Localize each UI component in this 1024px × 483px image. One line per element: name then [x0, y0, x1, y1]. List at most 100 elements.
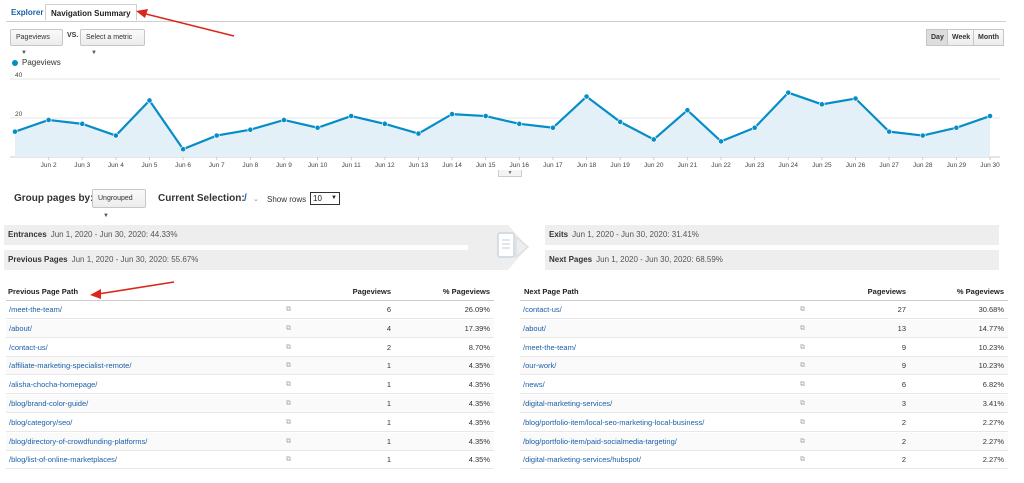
external-link-icon[interactable]: ⧉	[800, 343, 805, 351]
pageviews-value: 9	[901, 361, 906, 371]
collapse-chart-handle[interactable]: ▼	[498, 170, 522, 177]
current-selection-value[interactable]: /	[244, 193, 247, 204]
x-tick-label: Jun 16	[510, 162, 530, 169]
x-tick-label: Jun 30	[980, 162, 1000, 169]
external-link-icon[interactable]: ⧉	[286, 381, 291, 389]
data-point	[617, 119, 624, 125]
next-path-header[interactable]: Next Page Path	[524, 287, 579, 296]
pageviews-value: 1	[386, 417, 391, 427]
next-pct-header[interactable]: % Pageviews	[956, 287, 1004, 296]
x-tick-label: Jun 6	[175, 162, 191, 169]
external-link-icon[interactable]: ⧉	[800, 400, 805, 407]
legend-dot-pageviews	[12, 60, 18, 66]
page-path-link[interactable]: /affiliate-marketing-specialist-remote/	[9, 361, 132, 371]
pageviews-value: 9	[901, 342, 906, 352]
external-link-icon[interactable]: ⧉	[800, 381, 805, 389]
pageviews-value: 1	[386, 436, 391, 446]
external-link-icon[interactable]: ⧉	[286, 362, 291, 370]
data-point	[684, 107, 691, 114]
pageviews-value: 27	[897, 305, 906, 314]
y-tick-label: 40	[15, 72, 23, 79]
x-tick-label: Jun 11	[342, 162, 361, 169]
page-path-link[interactable]: /contact-us/	[9, 342, 48, 352]
page-path-link[interactable]: /alisha-chocha-homepage/	[9, 380, 98, 390]
x-tick-label: Jun 7	[209, 162, 225, 169]
pct-pageviews-value: 8.70%	[468, 342, 490, 352]
page-path-link[interactable]: /blog/brand-color-guide/	[9, 399, 89, 408]
external-link-icon[interactable]: ⧉	[800, 418, 805, 426]
page-path-link[interactable]: /blog/category/seo/	[9, 417, 73, 427]
page-path-link[interactable]: /meet-the-team/	[523, 342, 576, 352]
table-row: /blog/brand-color-guide/ ⧉ 1 4.35%	[6, 395, 494, 413]
page-path-link[interactable]: /blog/directory-of-crowdfunding-platform…	[9, 436, 148, 446]
selection-caret-icon[interactable]: ⌄	[253, 196, 259, 203]
granularity-week-button[interactable]: Week	[947, 29, 976, 46]
data-point	[45, 117, 52, 123]
x-tick-label: Jun 22	[711, 162, 731, 169]
pct-pageviews-value: 4.35%	[468, 436, 490, 446]
pageviews-value: 2	[386, 342, 391, 352]
caret-down-icon: ▼	[21, 50, 27, 56]
pageviews-chart: 40 20 Jun 2 Jun 3 Jun 4 Jun 5 Jun 6 Jun 7 Jun 8 J…	[10, 72, 1000, 169]
pct-pageviews-value: 2.27%	[982, 417, 1004, 427]
page-path-link[interactable]: /digital-marketing-services/hubspot/	[523, 455, 641, 465]
x-tick-label: Jun 4	[108, 162, 124, 169]
metric-dropdown[interactable]: Pageviews ▼	[10, 29, 63, 56]
granularity-day-button[interactable]: Day	[926, 29, 949, 46]
table-row: /blog/portfolio-item/local-seo-marketing…	[520, 414, 1008, 432]
prev-pageviews-header[interactable]: Pageviews	[352, 287, 391, 296]
page-path-link[interactable]: /about/	[523, 323, 546, 333]
show-rows-select[interactable]: 10 ▼	[310, 192, 340, 205]
external-link-icon[interactable]: ⧉	[800, 456, 805, 464]
x-tick-label: Jun 26	[846, 162, 866, 169]
external-link-icon[interactable]: ⧉	[800, 306, 805, 313]
pct-pageviews-value: 14.77%	[978, 323, 1004, 333]
compare-metric-dropdown[interactable]: Select a metric ▼	[80, 29, 145, 56]
next-pages-label: Next Pages	[549, 255, 593, 264]
data-point	[818, 101, 825, 108]
page-path-link[interactable]: /contact-us/	[523, 305, 562, 314]
pct-pageviews-value: 10.23%	[978, 361, 1004, 371]
external-link-icon[interactable]: ⧉	[800, 324, 805, 332]
exits-value: Jun 1, 2020 - Jun 30, 2020: 31.41%	[572, 230, 699, 239]
group-pages-value: Ungrouped	[98, 195, 133, 202]
prev-pct-header[interactable]: % Pageviews	[442, 287, 490, 296]
tab-explorer[interactable]: Explorer	[11, 8, 44, 17]
page-path-link[interactable]: /blog/portfolio-item/local-seo-marketing…	[523, 417, 705, 427]
table-row: /digital-marketing-services/ ⧉ 3 3.41%	[520, 395, 1008, 413]
page-path-link[interactable]: /blog/list-of-online-marketplaces/	[9, 455, 117, 465]
pct-pageviews-value: 4.35%	[468, 380, 490, 390]
group-pages-dropdown[interactable]: Ungrouped ▼	[92, 189, 146, 219]
area-fill	[15, 92, 990, 157]
external-link-icon[interactable]: ⧉	[286, 456, 291, 464]
pageviews-value: 6	[901, 380, 906, 390]
page-path-link[interactable]: /blog/portfolio-item/paid-socialmedia-ta…	[523, 436, 677, 446]
external-link-icon[interactable]: ⧉	[286, 306, 291, 313]
x-tick-label: Jun 25	[812, 162, 832, 169]
external-link-icon[interactable]: ⧉	[286, 400, 291, 407]
external-link-icon[interactable]: ⧉	[286, 324, 291, 332]
data-point	[381, 120, 388, 127]
external-link-icon[interactable]: ⧉	[286, 418, 291, 426]
page-path-link[interactable]: /our-work/	[523, 361, 557, 371]
tab-navigation-summary[interactable]: Navigation Summary	[45, 4, 137, 21]
x-tick-label: Jun 20	[644, 162, 664, 169]
data-point	[415, 130, 422, 137]
external-link-icon[interactable]: ⧉	[800, 362, 805, 370]
next-pageviews-header[interactable]: Pageviews	[867, 287, 906, 296]
current-page-connector	[468, 225, 530, 270]
prev-path-header[interactable]: Previous Page Path	[8, 287, 79, 296]
page-path-link[interactable]: /meet-the-team/	[9, 305, 62, 314]
page-path-link[interactable]: /news/	[523, 380, 545, 390]
x-tick-label: Jun 13	[409, 162, 429, 169]
external-link-icon[interactable]: ⧉	[286, 343, 291, 351]
x-tick-label: Jun 19	[610, 162, 630, 169]
granularity-month-button[interactable]: Month	[973, 29, 1004, 46]
series-line-pageviews	[14, 91, 991, 151]
external-link-icon[interactable]: ⧉	[286, 437, 291, 445]
external-link-icon[interactable]: ⧉	[800, 437, 805, 445]
page-path-link[interactable]: /about/	[9, 323, 32, 333]
page-path-link[interactable]: /digital-marketing-services/	[523, 399, 613, 408]
group-pages-label: Group pages by:	[14, 193, 94, 204]
table-row: /alisha-chocha-homepage/ ⧉ 1 4.35%	[6, 376, 494, 395]
